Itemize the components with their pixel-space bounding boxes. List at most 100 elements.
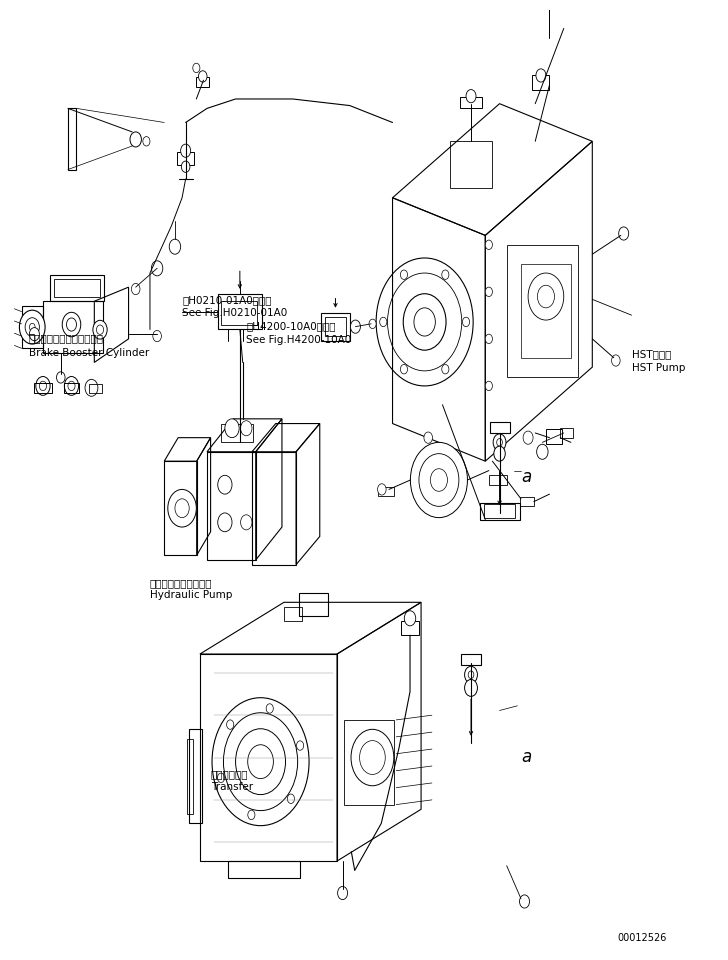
Bar <box>321 313 349 341</box>
Circle shape <box>153 330 162 342</box>
Circle shape <box>169 239 181 254</box>
Circle shape <box>97 325 103 334</box>
Bar <box>546 429 561 444</box>
Circle shape <box>424 432 432 444</box>
Circle shape <box>351 730 394 785</box>
Circle shape <box>496 439 502 446</box>
Circle shape <box>612 355 620 366</box>
Circle shape <box>218 773 224 782</box>
Circle shape <box>29 324 35 331</box>
Bar <box>489 421 510 433</box>
Circle shape <box>464 680 478 696</box>
Bar <box>520 497 534 506</box>
Circle shape <box>85 379 98 396</box>
Circle shape <box>64 376 79 396</box>
Circle shape <box>93 321 107 339</box>
Circle shape <box>520 895 529 908</box>
Circle shape <box>380 317 387 326</box>
Circle shape <box>57 372 65 383</box>
Bar <box>460 97 482 108</box>
Bar <box>90 384 102 394</box>
Circle shape <box>494 446 505 461</box>
Circle shape <box>39 381 47 391</box>
Bar <box>344 720 394 804</box>
Circle shape <box>218 475 232 494</box>
Circle shape <box>36 376 50 396</box>
Text: HST Pump: HST Pump <box>632 363 685 372</box>
Circle shape <box>223 712 298 810</box>
Circle shape <box>404 611 416 626</box>
Circle shape <box>193 63 200 73</box>
Circle shape <box>486 240 492 250</box>
Text: 第H0210-01A0図参照: 第H0210-01A0図参照 <box>182 295 272 305</box>
Bar <box>489 475 507 485</box>
Circle shape <box>486 334 492 344</box>
Text: ハイドロリックポンプ: ハイドロリックポンプ <box>150 578 213 588</box>
Circle shape <box>369 319 376 328</box>
Circle shape <box>462 317 470 326</box>
Circle shape <box>493 434 506 451</box>
Text: HSTポンプ: HSTポンプ <box>632 349 671 360</box>
Text: a: a <box>521 468 531 486</box>
Circle shape <box>181 144 191 157</box>
Bar <box>401 621 419 636</box>
Bar <box>531 76 550 89</box>
Circle shape <box>212 698 309 826</box>
Bar <box>34 383 52 393</box>
Bar <box>187 739 193 814</box>
Bar <box>68 108 76 170</box>
Bar <box>177 152 194 165</box>
Circle shape <box>411 443 467 517</box>
Bar <box>189 730 202 824</box>
Circle shape <box>288 794 294 804</box>
Circle shape <box>66 318 76 331</box>
Circle shape <box>240 515 252 530</box>
Text: トランスファ: トランスファ <box>210 769 248 780</box>
Circle shape <box>486 287 492 297</box>
Circle shape <box>225 419 240 438</box>
Text: 第H4200-10A0図参照: 第H4200-10A0図参照 <box>246 322 336 331</box>
Bar <box>480 503 520 519</box>
Circle shape <box>167 490 197 527</box>
Circle shape <box>62 312 81 337</box>
Bar <box>561 428 573 438</box>
Bar <box>507 245 578 376</box>
Circle shape <box>464 666 478 684</box>
Circle shape <box>240 420 252 436</box>
Bar <box>50 275 103 301</box>
Circle shape <box>266 704 273 713</box>
Circle shape <box>442 270 449 279</box>
Text: ブレーキブースタシリンダ: ブレーキブースタシリンダ <box>28 333 103 344</box>
Circle shape <box>430 468 448 492</box>
Text: Brake Booster Cylinder: Brake Booster Cylinder <box>28 348 149 358</box>
Circle shape <box>248 745 274 779</box>
Circle shape <box>226 720 234 730</box>
Bar <box>221 301 257 324</box>
Text: See Fig.H0210-01A0: See Fig.H0210-01A0 <box>182 308 288 318</box>
Bar <box>299 593 328 616</box>
Circle shape <box>360 740 385 775</box>
Bar <box>197 78 209 86</box>
Circle shape <box>466 89 476 103</box>
Bar <box>521 264 571 358</box>
Text: 00012526: 00012526 <box>617 933 667 943</box>
Circle shape <box>175 499 189 517</box>
Circle shape <box>378 484 386 495</box>
Circle shape <box>536 69 546 82</box>
Circle shape <box>218 513 232 532</box>
Circle shape <box>400 270 408 279</box>
Bar <box>54 278 100 298</box>
Circle shape <box>20 310 45 344</box>
Circle shape <box>68 381 75 391</box>
Circle shape <box>400 365 408 373</box>
Bar <box>64 383 79 393</box>
Bar <box>379 487 394 496</box>
Circle shape <box>486 381 492 391</box>
Circle shape <box>181 161 190 173</box>
Circle shape <box>350 320 360 333</box>
Text: See Fig.H4200-10A0: See Fig.H4200-10A0 <box>246 334 352 345</box>
Circle shape <box>619 227 629 240</box>
Circle shape <box>523 431 533 444</box>
Bar <box>284 607 302 621</box>
Circle shape <box>338 886 347 900</box>
